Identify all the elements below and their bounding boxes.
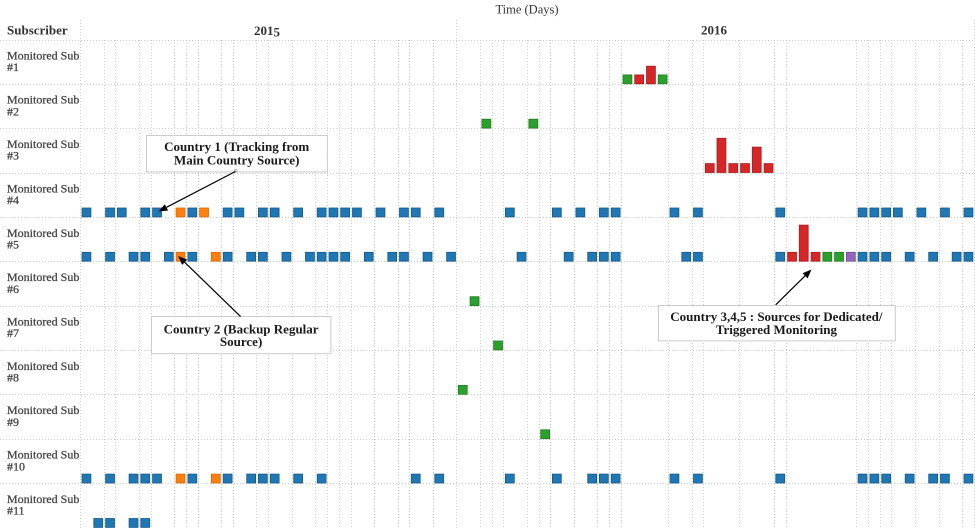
- svg-text:#11: #11: [7, 504, 25, 518]
- svg-text:Country 3,4,5 : Sources for De: Country 3,4,5 : Sources for Dedicated/: [670, 309, 883, 324]
- svg-text:#2: #2: [7, 104, 19, 118]
- svg-text:Source): Source): [220, 334, 262, 349]
- svg-text:Triggered Monitoring: Triggered Monitoring: [716, 322, 838, 337]
- svg-text:Monitored Sub: Monitored Sub: [7, 270, 79, 284]
- svg-text:#7: #7: [7, 326, 19, 340]
- svg-text:Monitored Sub: Monitored Sub: [7, 226, 79, 240]
- svg-text:Main Country Source): Main Country Source): [174, 153, 299, 168]
- svg-text:2016: 2016: [701, 23, 728, 38]
- svg-text:Monitored Sub: Monitored Sub: [7, 359, 79, 373]
- svg-text:Time (Days): Time (Days): [495, 3, 558, 17]
- svg-text:#8: #8: [7, 371, 19, 385]
- svg-text:Country 2 (Backup Regular: Country 2 (Backup Regular: [164, 322, 319, 337]
- svg-text:Monitored Sub: Monitored Sub: [7, 403, 79, 417]
- svg-text:#1: #1: [7, 60, 19, 74]
- svg-text:#5: #5: [7, 238, 19, 252]
- svg-text:Monitored Sub: Monitored Sub: [7, 448, 79, 462]
- svg-text:2015: 2015: [254, 23, 281, 40]
- svg-text:#10: #10: [7, 459, 25, 473]
- svg-text:Country 1 (Tracking from: Country 1 (Tracking from: [164, 139, 309, 154]
- svg-text:Monitored Sub: Monitored Sub: [7, 137, 79, 151]
- svg-text:#9: #9: [7, 415, 19, 429]
- svg-text:#4: #4: [7, 193, 19, 207]
- svg-text:Monitored Sub: Monitored Sub: [7, 181, 79, 195]
- svg-text:#6: #6: [7, 282, 19, 296]
- svg-text:Monitored Sub: Monitored Sub: [7, 315, 79, 329]
- svg-text:Monitored Sub: Monitored Sub: [7, 492, 79, 506]
- svg-text:Monitored Sub: Monitored Sub: [7, 93, 79, 107]
- svg-text:#3: #3: [7, 149, 19, 163]
- svg-text:Subscriber: Subscriber: [7, 23, 68, 38]
- svg-text:Monitored Sub: Monitored Sub: [7, 48, 79, 62]
